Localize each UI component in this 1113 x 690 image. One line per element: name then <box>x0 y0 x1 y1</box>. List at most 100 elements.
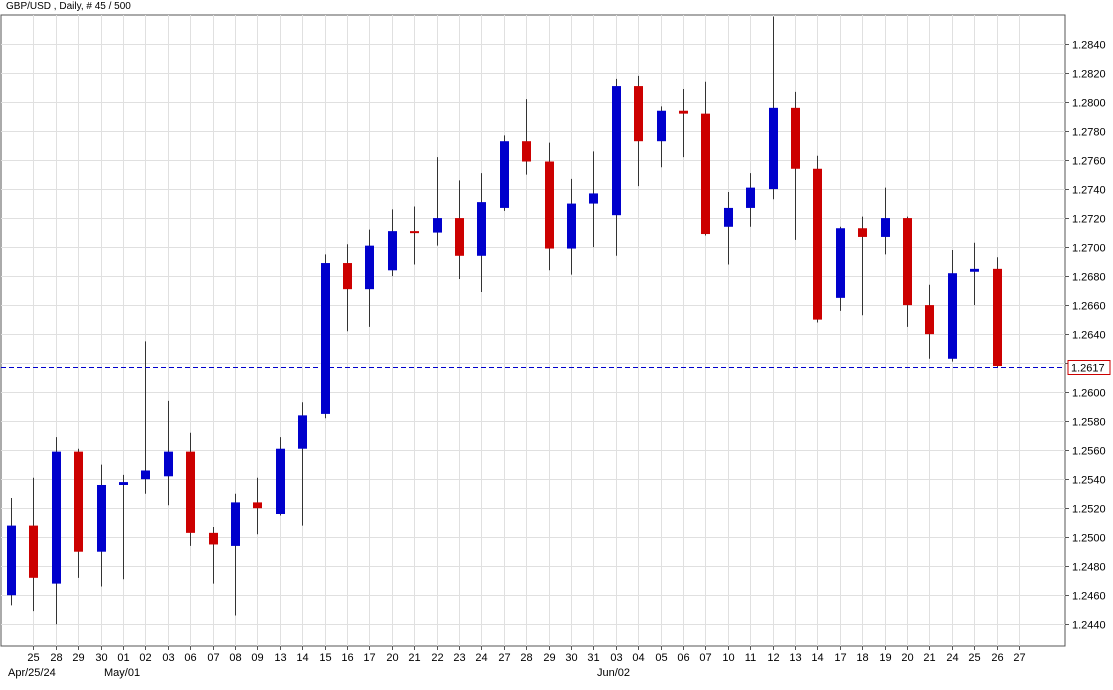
candle-body-up <box>724 207 733 227</box>
x-tick-label: 01 <box>117 652 129 664</box>
candle-body-down <box>993 268 1002 367</box>
candle-body-up <box>970 268 979 272</box>
y-tick-label: 1.2600 <box>1072 388 1106 400</box>
x-tick-label: 07 <box>699 652 711 664</box>
y-tick-label: 1.2480 <box>1072 562 1106 574</box>
candle-body-up <box>948 273 957 359</box>
x-tick-label: 07 <box>207 652 219 664</box>
candle-body-down <box>545 161 554 249</box>
candle-body-up <box>433 218 442 233</box>
x-month-label: May/01 <box>104 667 140 679</box>
candle-body-down <box>29 525 38 578</box>
y-tick-label: 1.2640 <box>1072 330 1106 342</box>
candle-body-up <box>769 107 778 190</box>
candle-body-down <box>410 231 419 234</box>
x-tick-label: 05 <box>655 652 667 664</box>
candle-body-up <box>477 202 486 256</box>
x-tick-label: 03 <box>610 652 622 664</box>
x-tick-label: 16 <box>341 652 353 664</box>
x-tick-label: 02 <box>139 652 151 664</box>
y-tick-label: 1.2560 <box>1072 446 1106 458</box>
y-tick-label: 1.2820 <box>1072 69 1106 81</box>
candle-body-up <box>657 110 666 142</box>
candle-body-up <box>52 451 61 584</box>
candle-body-down <box>455 218 464 256</box>
x-tick-label: 11 <box>745 652 756 664</box>
candle-body-up <box>567 203 576 249</box>
x-tick-label: 10 <box>722 652 734 664</box>
y-tick-label: 1.2500 <box>1072 533 1106 545</box>
candle-body-up <box>746 187 755 208</box>
x-tick-label: 12 <box>767 652 779 664</box>
x-tick-label: 27 <box>498 652 510 664</box>
y-tick-label: 1.2440 <box>1072 620 1106 632</box>
candle-body-up <box>231 502 240 546</box>
current-price-label: 1.2617 <box>1071 363 1105 375</box>
x-tick-label: 20 <box>386 652 398 664</box>
x-tick-label: 13 <box>274 652 286 664</box>
x-tick-label: 14 <box>811 652 823 664</box>
candle-body-up <box>119 482 128 485</box>
y-tick-label: 1.2720 <box>1072 214 1106 226</box>
candle-body-down <box>253 502 262 509</box>
candle-body-up <box>881 218 890 237</box>
x-tick-label: 20 <box>901 652 913 664</box>
x-tick-label: 06 <box>677 652 689 664</box>
candle-body-down <box>813 168 822 320</box>
candle-body-down <box>343 263 352 290</box>
x-tick-label: 28 <box>50 652 62 664</box>
x-tick-label: 18 <box>856 652 868 664</box>
plot-frame <box>0 14 1066 647</box>
x-tick-label: 28 <box>520 652 532 664</box>
candle-body-down <box>186 451 195 533</box>
x-tick-label: 27 <box>1013 652 1025 664</box>
candle-body-down <box>209 532 218 545</box>
x-tick-label: 25 <box>27 652 39 664</box>
candle-body-up <box>836 228 845 298</box>
x-tick-label: 15 <box>319 652 331 664</box>
y-tick-label: 1.2660 <box>1072 301 1106 313</box>
x-tick-label: 21 <box>923 652 935 664</box>
candle-body-down <box>858 228 867 237</box>
x-month-label: Jun/02 <box>597 667 630 679</box>
x-tick-label: 30 <box>95 652 107 664</box>
x-tick-label: 03 <box>162 652 174 664</box>
candle-body-down <box>903 218 912 306</box>
candle-body-down <box>791 107 800 169</box>
x-tick-label: 14 <box>296 652 308 664</box>
y-tick-label: 1.2680 <box>1072 272 1106 284</box>
x-tick-label: 29 <box>72 652 84 664</box>
x-tick-label: 04 <box>632 652 644 664</box>
y-tick-label: 1.2800 <box>1072 98 1106 110</box>
x-tick-label: 22 <box>431 652 443 664</box>
x-tick-label: 24 <box>946 652 958 664</box>
candle-body-up <box>589 193 598 204</box>
chart-title: GBP/USD , Daily, # 45 / 500 <box>6 1 131 12</box>
x-tick-label: 21 <box>408 652 420 664</box>
x-tick-label: 06 <box>184 652 196 664</box>
candle-body-up <box>276 448 285 514</box>
candle-body-down <box>925 305 934 335</box>
candle-body-up <box>97 484 106 552</box>
candle-body-up <box>7 525 16 596</box>
y-tick-label: 1.2760 <box>1072 156 1106 168</box>
x-tick-label: 25 <box>968 652 980 664</box>
x-tick-label: 09 <box>251 652 263 664</box>
x-month-label: Apr/25/24 <box>8 667 56 679</box>
candle-body-down <box>701 113 710 235</box>
y-tick-label: 1.2460 <box>1072 591 1106 603</box>
x-tick-label: 26 <box>991 652 1003 664</box>
y-tick-label: 1.2700 <box>1072 243 1106 255</box>
candle-body-up <box>141 470 150 480</box>
x-tick-label: 24 <box>475 652 487 664</box>
x-tick-label: 13 <box>789 652 801 664</box>
y-tick-label: 1.2520 <box>1072 504 1106 516</box>
y-tick-label: 1.2540 <box>1072 475 1106 487</box>
candle-body-up <box>388 231 397 271</box>
y-tick-label: 1.2740 <box>1072 185 1106 197</box>
candle-body-up <box>298 415 307 449</box>
candle-body-down <box>634 86 643 142</box>
x-tick-label: 31 <box>587 652 599 664</box>
